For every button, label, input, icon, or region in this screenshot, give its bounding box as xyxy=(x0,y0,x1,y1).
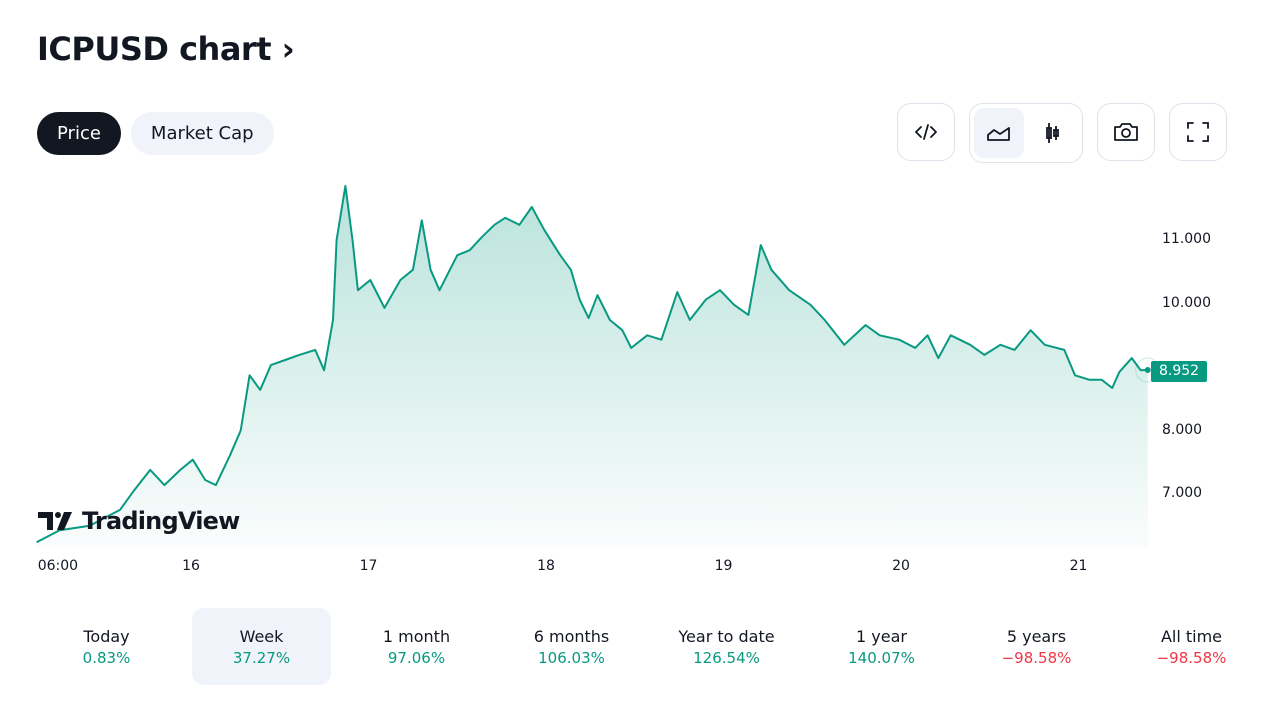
x-tick-label: 18 xyxy=(537,558,555,574)
screenshot-button[interactable] xyxy=(1097,103,1155,161)
period-label: Today xyxy=(83,626,130,646)
period-label: All time xyxy=(1160,626,1223,646)
chevron-right-icon: › xyxy=(281,30,295,68)
x-tick-label: 16 xyxy=(182,558,200,574)
period-change: 0.83% xyxy=(82,648,131,667)
embed-code-icon xyxy=(915,124,937,140)
period-label: 1 month xyxy=(382,626,451,646)
price-line xyxy=(36,185,1148,544)
period-change: 140.07% xyxy=(848,648,915,667)
period-change: −98.58% xyxy=(1156,648,1227,667)
x-tick-label: 06:00 xyxy=(37,558,79,574)
period-6-months[interactable]: 6 months 106.03% xyxy=(502,608,641,685)
x-tick-label: 17 xyxy=(359,558,378,574)
period-label: Year to date xyxy=(678,626,775,646)
chart-toolbar xyxy=(897,103,1227,163)
period-change: 126.54% xyxy=(693,648,760,667)
period-1-year[interactable]: 1 year 140.07% xyxy=(812,608,951,685)
period-label: 1 year xyxy=(856,626,907,646)
period-label: 6 months xyxy=(533,626,610,646)
period-5-years[interactable]: 5 years −98.58% xyxy=(967,608,1106,685)
x-tick-label: 19 xyxy=(714,558,733,574)
candles-style-button[interactable] xyxy=(1028,108,1078,158)
chart-style-group xyxy=(969,103,1083,163)
period-1-month[interactable]: 1 month 97.06% xyxy=(347,608,486,685)
x-tick-label: 20 xyxy=(892,558,910,574)
last-price-label: 8.952 xyxy=(1151,361,1208,382)
period-change: 97.06% xyxy=(387,648,446,667)
y-tick-label: 8.000 xyxy=(1162,421,1203,438)
price-area-fill xyxy=(36,186,1148,548)
embed-button[interactable] xyxy=(897,103,955,161)
period-today[interactable]: Today 0.83% xyxy=(37,608,176,685)
page-title[interactable]: ICPUSD chart › xyxy=(37,30,295,68)
period-performance-list: Today 0.83% Week 37.27% 1 month 97.06% 6 month… xyxy=(37,608,1277,685)
tradingview-logo[interactable]: TradingView xyxy=(38,507,240,535)
area-chart-icon xyxy=(987,127,1010,141)
y-tick-label: 7.000 xyxy=(1162,485,1203,501)
period-change: −98.58% xyxy=(1001,648,1072,667)
tab-market-cap[interactable]: Market Cap xyxy=(130,112,274,155)
period-change: 37.27% xyxy=(232,648,291,667)
period-label: Week xyxy=(239,626,284,646)
fullscreen-button[interactable] xyxy=(1169,103,1227,161)
area-style-button[interactable] xyxy=(974,108,1024,158)
period-all-time[interactable]: All time −98.58% xyxy=(1122,608,1261,685)
period-change: 106.03% xyxy=(538,648,605,667)
y-tick-label: 11.000 xyxy=(1162,231,1211,247)
period-label: 5 years xyxy=(1006,626,1067,646)
period-year-to-date[interactable]: Year to date 126.54% xyxy=(657,608,796,685)
tab-price[interactable]: Price xyxy=(37,112,121,155)
last-price-dot xyxy=(1144,367,1151,374)
period-week[interactable]: Week 37.27% xyxy=(192,608,331,685)
candles-icon xyxy=(1046,123,1059,143)
y-tick-label: 10.000 xyxy=(1162,294,1211,311)
x-tick-label: 21 xyxy=(1069,558,1088,574)
camera-icon xyxy=(1114,123,1138,141)
fullscreen-icon xyxy=(1187,122,1209,142)
chart-type-tabs: Price Market Cap xyxy=(37,112,274,155)
tradingview-logo-icon xyxy=(38,512,72,530)
